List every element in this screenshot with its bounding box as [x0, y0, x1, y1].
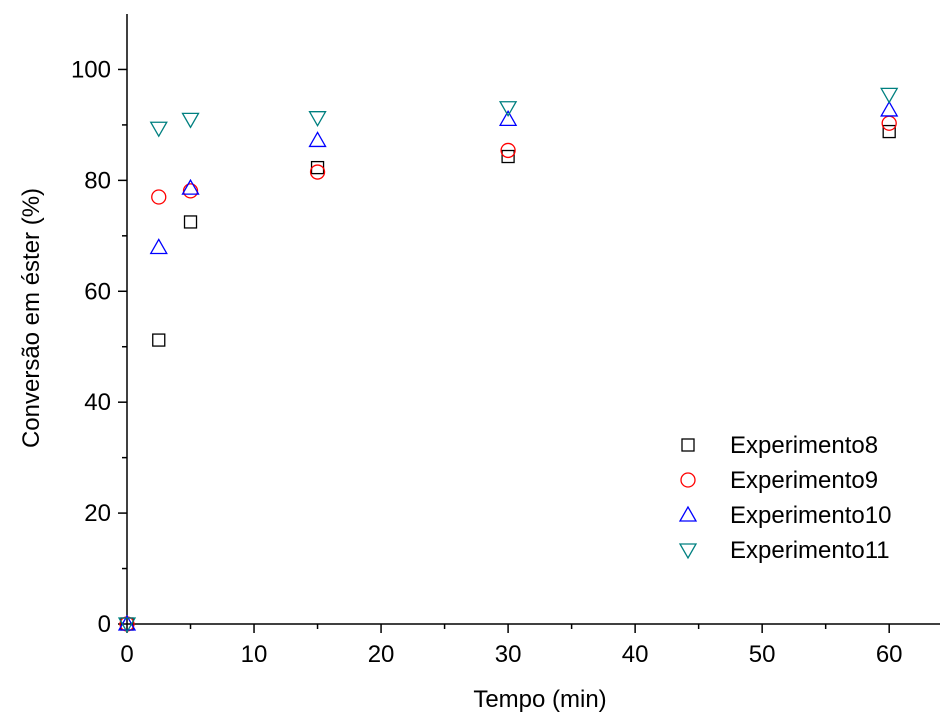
data-point-triangle-down: [181, 112, 200, 129]
x-tick-label: 30: [495, 641, 522, 668]
legend-label: Experimento10: [730, 502, 891, 529]
data-point-circle: [151, 189, 167, 205]
legend: Experimento8 Experimento9 Experimento10 Exp…: [678, 432, 891, 564]
x-axis-label: Tempo (min): [473, 686, 606, 713]
legend-symbol-square: [681, 438, 695, 452]
data-point-square: [152, 333, 166, 347]
legend-symbol-triangle-up: [678, 505, 698, 522]
data-point-triangle-up: [498, 110, 518, 127]
data-point-triangle-up: [880, 100, 899, 117]
data-point-triangle-up: [149, 238, 168, 255]
legend-label: Experimento9: [730, 467, 878, 494]
x-tick-label: 10: [241, 641, 268, 668]
data-point-triangle-up: [308, 131, 327, 148]
legend-symbol-circle: [680, 472, 696, 488]
y-axis-ticks: 0 20 40 60 80 100: [71, 56, 127, 638]
x-tick-label: 0: [120, 641, 133, 668]
data-point-triangle-down: [308, 111, 327, 128]
y-tick-label: 100: [71, 56, 111, 83]
plot-area: 0 10 20 30 40 50 60 0 20 40 60 80 100: [71, 14, 940, 668]
x-tick-label: 50: [749, 641, 776, 668]
data-point-triangle-down: [880, 87, 899, 104]
data-point-square: [501, 149, 515, 164]
data-point-circle: [881, 115, 897, 131]
data-point-square: [882, 124, 896, 139]
y-tick-label: 0: [98, 611, 111, 638]
x-tick-label: 60: [876, 641, 903, 668]
y-tick-label: 40: [84, 389, 111, 416]
legend-symbol-triangle-down: [678, 543, 698, 560]
y-tick-label: 20: [84, 500, 111, 527]
data-point-triangle-up: [117, 614, 137, 631]
data-point-square: [310, 160, 325, 175]
data-point-circle: [182, 183, 199, 199]
y-tick-label: 80: [84, 167, 111, 194]
x-tick-label: 20: [368, 641, 395, 668]
data-point-triangle-down: [498, 101, 518, 118]
legend-label: Experimento8: [730, 432, 878, 459]
data-point-triangle-down: [149, 121, 168, 138]
y-tick-label: 60: [84, 278, 111, 305]
data-point-square: [183, 215, 198, 229]
data-markers: [117, 87, 899, 634]
x-tick-label: 40: [622, 641, 649, 668]
legend-label: Experimento11: [730, 537, 890, 564]
data-point-triangle-down: [117, 617, 137, 634]
data-point-triangle-up: [181, 178, 200, 195]
data-point-circle: [500, 142, 516, 159]
data-point-circle: [309, 164, 326, 180]
y-axis-label: Conversão em éster (%): [18, 188, 45, 448]
x-axis-ticks: 0 10 20 30 40 50 60: [120, 624, 903, 668]
